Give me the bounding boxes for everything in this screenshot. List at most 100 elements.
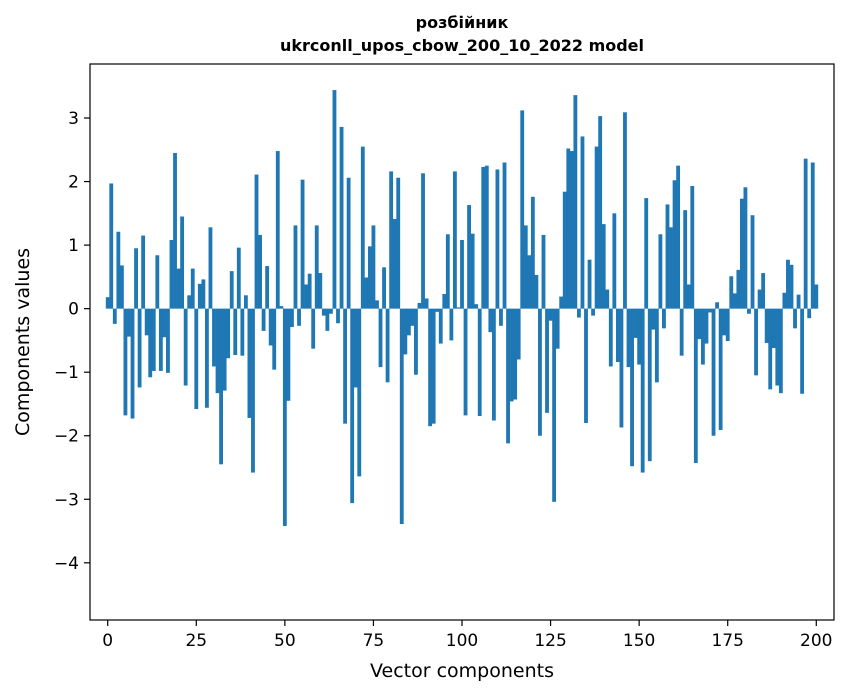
- bar-124: [545, 308, 549, 413]
- x-tick-label: 150: [623, 631, 655, 651]
- bar-48: [275, 151, 280, 309]
- bar-168: [701, 308, 705, 365]
- bar-135: [584, 308, 588, 424]
- bar-129: [562, 191, 567, 309]
- bar-12: [148, 308, 153, 378]
- bar-91: [428, 308, 433, 427]
- bar-97: [449, 308, 454, 341]
- bar-10: [141, 235, 146, 309]
- y-axis-ticks: −4 −3 −2 −1 0 1 2 3: [54, 109, 90, 574]
- bar-15: [158, 308, 163, 371]
- bar-169: [704, 308, 709, 344]
- bar-200: [814, 284, 819, 309]
- y-tick-label: 1: [68, 236, 79, 256]
- bar-179: [739, 198, 744, 309]
- bar-199: [810, 162, 815, 309]
- bar-79: [385, 308, 390, 383]
- bar-67: [343, 308, 347, 424]
- bar-193: [789, 264, 794, 309]
- bar-40: [247, 308, 252, 418]
- bar-44: [261, 308, 266, 331]
- bar-146: [623, 112, 627, 309]
- bar-153: [647, 308, 652, 462]
- bar-28: [205, 308, 209, 408]
- bar-85: [406, 308, 411, 336]
- bar-195: [796, 294, 801, 309]
- bars-group: [105, 90, 819, 526]
- bar-58: [311, 308, 316, 349]
- bar-159: [669, 227, 673, 309]
- bar-114: [509, 308, 514, 402]
- bar-37: [236, 247, 241, 309]
- bar-113: [506, 308, 510, 444]
- bar-17: [166, 308, 170, 373]
- bar-84: [403, 308, 408, 355]
- bar-43: [258, 234, 262, 309]
- bar-61: [321, 308, 326, 316]
- bar-1: [109, 183, 114, 309]
- bar-183: [754, 308, 758, 376]
- bar-162: [679, 308, 684, 356]
- bar-5: [123, 308, 128, 416]
- bar-155: [654, 308, 659, 383]
- bar-102: [467, 205, 471, 309]
- bar-173: [718, 308, 723, 431]
- bar-165: [690, 186, 695, 309]
- bar-131: [569, 151, 574, 309]
- x-tick-label: 200: [800, 631, 832, 651]
- x-tick-label: 25: [185, 631, 207, 651]
- bar-176: [729, 276, 734, 309]
- bar-136: [587, 259, 592, 309]
- bar-0: [105, 297, 110, 309]
- bar-39: [243, 295, 248, 309]
- bar-53: [293, 225, 298, 309]
- bar-133: [577, 308, 581, 318]
- bar-116: [516, 308, 521, 360]
- bar-180: [743, 187, 748, 309]
- bar-145: [619, 308, 624, 428]
- bar-30: [212, 308, 216, 367]
- bar-47: [272, 308, 277, 370]
- bar-8: [134, 248, 138, 309]
- bar-115: [513, 308, 518, 400]
- bar-29: [208, 227, 213, 309]
- bar-78: [382, 267, 386, 309]
- bar-177: [732, 293, 737, 309]
- bar-18: [169, 240, 174, 309]
- bar-188: [771, 308, 776, 349]
- bar-20: [176, 268, 181, 309]
- bar-11: [144, 308, 149, 336]
- y-tick-label: −4: [54, 554, 79, 574]
- bar-6: [127, 308, 131, 337]
- bar-64: [332, 90, 337, 309]
- bar-175: [725, 308, 730, 342]
- bar-127: [555, 308, 560, 349]
- bar-3: [116, 231, 121, 309]
- bar-128: [559, 296, 564, 309]
- bar-137: [591, 308, 595, 316]
- bar-80: [389, 171, 394, 309]
- bar-160: [672, 180, 677, 309]
- bar-36: [233, 308, 238, 356]
- bar-147: [626, 308, 631, 368]
- y-tick-label: 0: [68, 300, 79, 320]
- y-tick-label: −3: [54, 490, 79, 510]
- bar-76: [375, 300, 379, 309]
- bar-16: [162, 308, 167, 338]
- bar-166: [693, 308, 698, 464]
- bar-191: [782, 292, 787, 309]
- y-tick-label: 2: [68, 173, 79, 193]
- bar-172: [715, 302, 719, 309]
- bar-156: [658, 234, 663, 309]
- bar-104: [474, 304, 479, 309]
- bar-101: [463, 308, 468, 416]
- bar-27: [201, 279, 206, 309]
- bar-192: [786, 259, 790, 309]
- bar-197: [803, 158, 808, 309]
- bar-92: [431, 308, 436, 424]
- y-axis-label: Components values: [12, 248, 34, 436]
- bar-198: [807, 308, 812, 319]
- bar-190: [778, 308, 783, 394]
- x-tick-label: 0: [102, 631, 113, 651]
